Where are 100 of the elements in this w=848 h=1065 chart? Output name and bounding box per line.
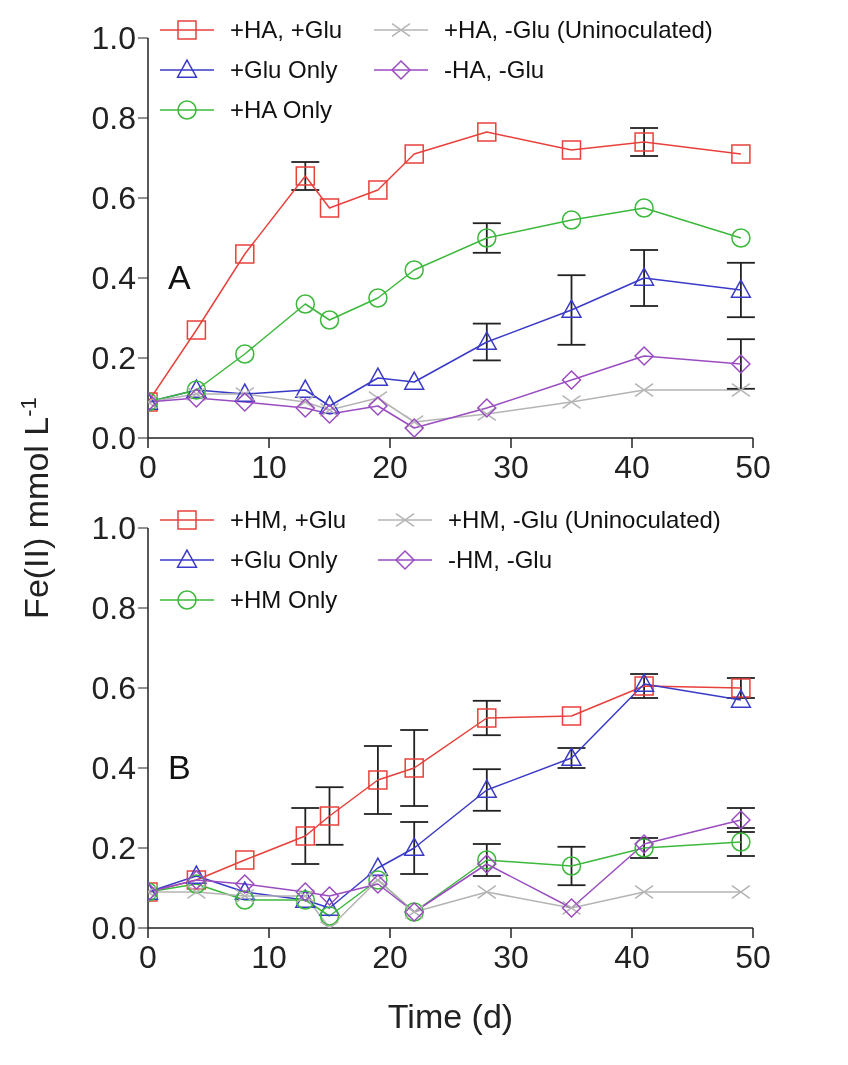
- y-tick-label: 1.0: [91, 20, 136, 57]
- y-tick-label: 0.2: [91, 340, 136, 377]
- point: [561, 394, 582, 410]
- point: [368, 396, 388, 416]
- x-tick-label: 40: [614, 939, 650, 975]
- point: [404, 144, 424, 164]
- point: [295, 394, 316, 410]
- legend-label: +HM, -Glu (Uninoculated): [448, 506, 721, 534]
- y-tick-label: 1.0: [91, 510, 136, 547]
- x-tick-label: 50: [735, 939, 771, 975]
- point: [476, 779, 497, 798]
- x-axis-title: Time (d): [387, 997, 514, 1035]
- point: [634, 382, 654, 398]
- y-tick-label: 0.2: [91, 830, 136, 867]
- point: [235, 890, 255, 910]
- point: [477, 406, 497, 422]
- point: [731, 884, 751, 900]
- x-tick-label: 10: [251, 449, 287, 485]
- point: [561, 299, 582, 318]
- x-tick-label: 30: [493, 449, 529, 485]
- y-tick-label: 0.0: [91, 910, 136, 947]
- point: [186, 388, 207, 408]
- point: [404, 260, 424, 280]
- point: [319, 886, 340, 906]
- legend-label: +Glu Only: [230, 546, 338, 574]
- point: [235, 392, 255, 412]
- x-tick-label: 20: [372, 449, 408, 485]
- annotation: A: [168, 258, 191, 297]
- x-tick-label: 30: [493, 939, 529, 975]
- point: [368, 288, 388, 308]
- point: [295, 379, 316, 398]
- point: [235, 888, 255, 904]
- point: [235, 850, 255, 870]
- y-tick-label: 0.8: [91, 100, 136, 137]
- point: [319, 897, 340, 916]
- point: [731, 382, 751, 398]
- point: [235, 244, 255, 264]
- point: [477, 398, 497, 418]
- point: [476, 331, 497, 350]
- point: [186, 320, 207, 340]
- legend-label: +HA, +Glu: [230, 16, 343, 44]
- point: [295, 398, 316, 418]
- point: [730, 689, 752, 708]
- point: [186, 884, 207, 900]
- y-tick-label: 0.4: [91, 750, 136, 787]
- point: [477, 228, 497, 248]
- point: [634, 198, 654, 218]
- point: [561, 210, 582, 230]
- point: [234, 881, 255, 900]
- point: [404, 414, 424, 430]
- point: [319, 806, 340, 826]
- y-tick-label: 0.6: [91, 670, 136, 707]
- point: [295, 888, 316, 904]
- point: [477, 884, 497, 900]
- x-tick-label: 0: [139, 939, 157, 975]
- point: [319, 198, 340, 218]
- point: [367, 857, 389, 876]
- y-tick-label: 0.8: [91, 590, 136, 627]
- point: [404, 371, 425, 390]
- point: [295, 826, 316, 846]
- point: [731, 228, 751, 248]
- point: [731, 144, 751, 164]
- point: [319, 404, 340, 424]
- point: [404, 837, 425, 856]
- y-tick-label: 0.0: [91, 420, 136, 457]
- point: [367, 367, 389, 386]
- point: [319, 310, 340, 330]
- x-tick-label: 0: [139, 449, 157, 485]
- point: [235, 874, 255, 894]
- legend-label: +HM Only: [230, 586, 338, 614]
- legend-label: +Glu Only: [230, 56, 338, 84]
- point: [477, 122, 497, 142]
- point: [634, 884, 654, 900]
- y-tick-label: 0.6: [91, 180, 136, 217]
- point: [561, 140, 582, 160]
- point: [404, 758, 424, 778]
- legend-label: -HM, -Glu: [448, 546, 553, 574]
- legend-label: +HA, -Glu (Uninoculated): [444, 16, 713, 44]
- point: [561, 706, 582, 726]
- x-tick-label: 40: [614, 449, 650, 485]
- point: [368, 180, 388, 200]
- point: [235, 344, 255, 364]
- point: [633, 673, 655, 692]
- point: [319, 906, 340, 926]
- point: [561, 747, 582, 766]
- point: [561, 370, 582, 390]
- point: [477, 708, 497, 728]
- point: [295, 294, 316, 314]
- point: [186, 865, 207, 884]
- point: [730, 279, 752, 298]
- point: [633, 267, 655, 286]
- annotation: B: [168, 748, 191, 787]
- point: [731, 354, 751, 374]
- point: [295, 882, 316, 902]
- point: [634, 676, 654, 696]
- x-tick-label: 10: [251, 939, 287, 975]
- point: [731, 810, 751, 830]
- legend-label: +HA Only: [230, 96, 333, 124]
- legend-label: -HA, -Glu: [444, 56, 545, 84]
- x-tick-label: 50: [735, 449, 771, 485]
